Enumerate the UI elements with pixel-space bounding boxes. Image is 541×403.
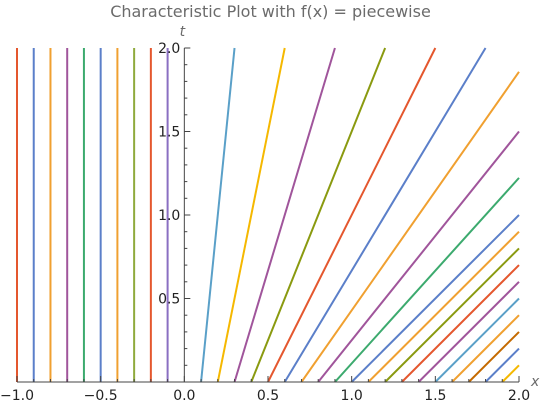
characteristic-line-11	[218, 48, 285, 382]
x-tick-label: 1.0	[341, 388, 363, 403]
y-tick-label: 0.5	[158, 292, 180, 308]
characteristic-line-16	[301, 72, 519, 382]
characteristic-line-12	[235, 48, 335, 382]
x-tick-label: 1.5	[424, 388, 446, 403]
x-tick-label: −1.0	[0, 388, 34, 403]
x-tick-label: 2.0	[508, 388, 530, 403]
axes-layer: −1.0 −0.5 0.0 0.5 1.0 1.5 2.00.51.01.52.0xt	[0, 24, 540, 403]
characteristic-line-10	[201, 48, 234, 382]
characteristic-line-28	[502, 365, 519, 382]
series-layer	[17, 48, 519, 382]
x-axis-label: x	[530, 374, 540, 390]
characteristic-line-18	[335, 178, 519, 382]
characteristic-line-22	[402, 265, 519, 382]
y-tick-label: 1.5	[158, 125, 180, 141]
characteristic-line-13	[251, 48, 385, 382]
x-tick-label: −0.5	[84, 388, 118, 403]
characteristic-line-21	[385, 248, 519, 382]
characteristic-line-14	[268, 48, 435, 382]
characteristic-line-25	[452, 315, 519, 382]
y-tick-label: 2.0	[158, 41, 180, 57]
y-axis-label: t	[180, 24, 186, 40]
x-tick-label: 0.0	[173, 388, 195, 403]
characteristic-line-27	[486, 349, 519, 382]
characteristic-line-24	[435, 299, 519, 383]
characteristic-line-15	[285, 48, 486, 382]
characteristic-line-23	[419, 282, 519, 382]
y-tick-label: 1.0	[158, 208, 180, 224]
x-tick-label: 0.5	[257, 388, 279, 403]
